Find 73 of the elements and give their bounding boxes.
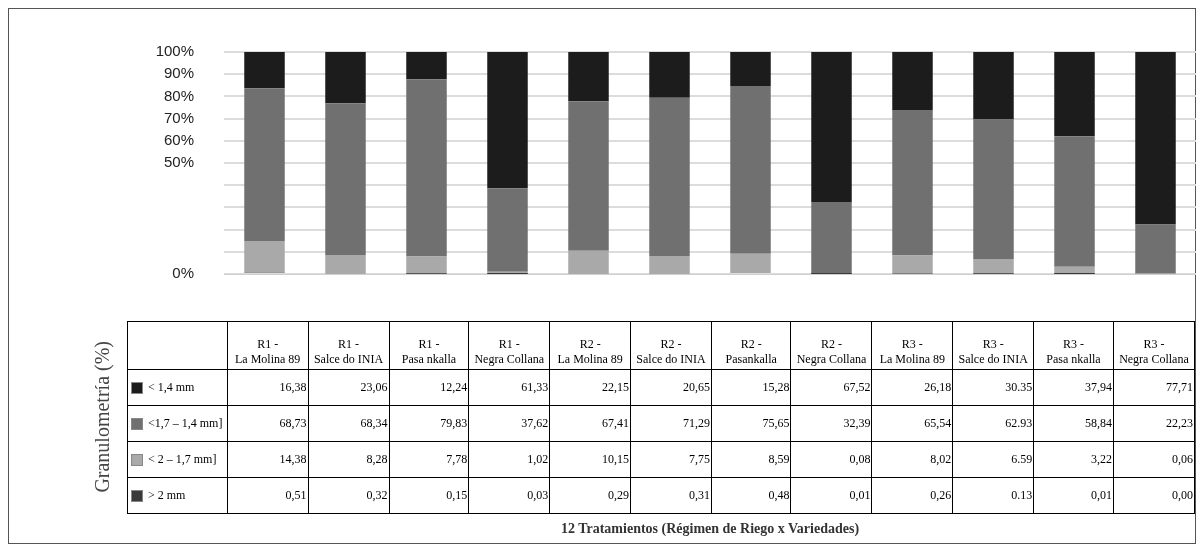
data-label: 65,54 — [871, 405, 953, 442]
data-label: 20,65 — [630, 369, 712, 406]
y-tick-label: 70% — [163, 108, 194, 126]
data-label: 67,41 — [549, 405, 631, 442]
y-axis-title: Granulometría (%) — [90, 341, 114, 493]
x-tick-label: R2 - Negra Collana — [795, 337, 868, 367]
data-label: 77,71 — [1113, 369, 1195, 406]
data-label: 1,02 — [468, 441, 550, 478]
data-label: 7,78 — [389, 441, 469, 478]
data-label: 61,33 — [468, 369, 550, 406]
data-label: 3,22 — [1033, 441, 1114, 478]
y-tick-label: 50% — [163, 153, 194, 171]
data-label: 0,26 — [871, 477, 953, 514]
y-tick-label: 90% — [163, 64, 194, 82]
x-tick-label: R2 - Pasankalla — [724, 337, 778, 367]
data-label: 23,06 — [308, 369, 390, 406]
data-label: 15,28 — [711, 369, 791, 406]
legend-label: < 1,4 mm — [148, 380, 195, 394]
x-tick-label: R1 - Pasa nkalla — [400, 337, 458, 367]
y-tick-label: 0% — [172, 264, 194, 282]
data-label: 0,32 — [308, 477, 390, 514]
legend-label: < 2 – 1,7 mm] — [148, 452, 217, 466]
data-label: 32,39 — [790, 405, 872, 442]
data-label: 0,03 — [468, 477, 550, 514]
data-label: 68,34 — [308, 405, 390, 442]
data-label: 75,65 — [711, 405, 791, 442]
data-label: 8,59 — [711, 441, 791, 478]
data-label: 14,38 — [227, 441, 309, 478]
text: 12 Tratamientos (Régimen de Riego x Variedades) — [559, 521, 861, 537]
data-label: 37,94 — [1033, 369, 1114, 406]
x-tick-label: R2 - Salce do INIA — [635, 337, 707, 367]
x-tick-label: R3 - Salce do INIA — [957, 337, 1029, 367]
data-label: 62.93 — [952, 405, 1034, 442]
data-label: 67,52 — [790, 369, 872, 406]
data-label: 0,08 — [790, 441, 872, 478]
data-label: 71,29 — [630, 405, 712, 442]
data-label: 37,62 — [468, 405, 550, 442]
data-label: 0,00 — [1113, 477, 1195, 514]
data-label: 22,23 — [1113, 405, 1195, 442]
legend-label: <1,7 – 1,4 mm] — [148, 416, 223, 430]
data-label: 8,02 — [871, 441, 953, 478]
data-label: 8,28 — [308, 441, 390, 478]
data-label: 0.13 — [952, 477, 1034, 514]
data-label: 0,15 — [389, 477, 469, 514]
data-label: 0,06 — [1113, 441, 1195, 478]
data-label: 0,01 — [1033, 477, 1114, 514]
legend-label: > 2 mm — [148, 488, 186, 502]
x-tick-label: R2 - La Molina 89 — [556, 337, 624, 367]
y-tick-label: 100% — [155, 42, 194, 60]
x-tick-label: R1 - Salce do INIA — [312, 337, 385, 367]
data-label: 68,73 — [227, 405, 309, 442]
data-label: 7,75 — [630, 441, 712, 478]
data-label: 10,15 — [549, 441, 631, 478]
data-label: 16,38 — [227, 369, 309, 406]
data-label: 0,29 — [549, 477, 631, 514]
data-label: 0,31 — [630, 477, 712, 514]
data-label: 26,18 — [871, 369, 953, 406]
data-label: 79,83 — [389, 405, 469, 442]
data-label: 0,48 — [711, 477, 791, 514]
x-tick-label: R3 - La Molina 89 — [878, 337, 946, 367]
x-tick-label: R3 - Negra Collana — [1118, 337, 1190, 367]
x-tick-label: R1 - Negra Collana — [473, 337, 546, 367]
data-label: 22,15 — [549, 369, 631, 406]
y-tick-label: 60% — [163, 130, 194, 148]
data-label: 6.59 — [952, 441, 1034, 478]
x-tick-label: R3 - Pasa nkalla — [1045, 337, 1102, 367]
data-label: 0,01 — [790, 477, 872, 514]
data-label: 30.35 — [952, 369, 1034, 406]
y-tick-label: 80% — [163, 86, 194, 104]
data-label: 12,24 — [389, 369, 469, 406]
data-label: 0,51 — [227, 477, 309, 514]
x-tick-label: R1 - La Molina 89 — [234, 337, 302, 367]
data-label: 58,84 — [1033, 405, 1114, 442]
